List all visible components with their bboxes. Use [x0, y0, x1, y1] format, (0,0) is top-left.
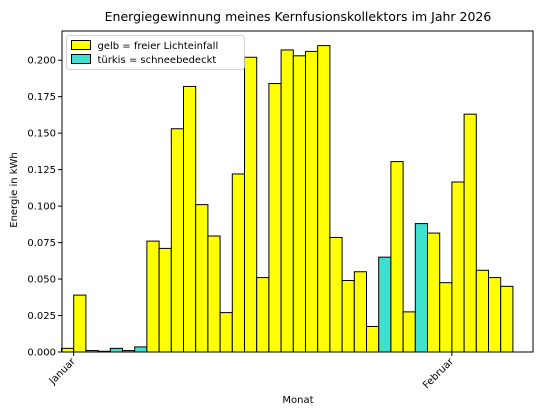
y-axis-label: Energie in kWh	[9, 152, 20, 228]
bar-sunny	[329, 236, 343, 353]
y-tick-label: 0.050	[27, 275, 56, 286]
bar-sunny	[183, 85, 197, 353]
bar-sunny	[353, 271, 367, 353]
x-tick-label: Februar	[421, 356, 457, 392]
y-tick-label: 0.075	[27, 238, 56, 249]
legend: gelb = freier Lichteinfall türkis = schne…	[66, 35, 245, 70]
y-tick-label: 0.025	[27, 311, 56, 322]
bar-sunny	[500, 285, 514, 353]
legend-swatch	[71, 54, 91, 64]
chart-title: Energiegewinnung meines Kernfusionskolle…	[105, 9, 492, 24]
bar-sunny	[475, 269, 489, 353]
legend-label: türkis = schneebedeckt	[98, 55, 217, 66]
y-tick-label: 0.150	[27, 129, 56, 140]
bar-snow	[378, 256, 392, 353]
bar-sunny	[305, 50, 319, 353]
bar-sunny	[268, 83, 282, 353]
y-tick-label: 0.125	[27, 165, 56, 176]
bar-sunny	[61, 347, 75, 353]
bar-sunny	[256, 277, 270, 353]
plot-frame	[61, 30, 534, 353]
legend-swatch	[71, 40, 91, 50]
bar-sunny	[219, 312, 233, 353]
y-tick-label: 0.000	[27, 348, 56, 359]
y-tick-label: 0.100	[27, 202, 56, 213]
bar-sunny	[195, 204, 209, 353]
bar-sunny	[146, 240, 160, 353]
bar-sunny	[341, 280, 355, 353]
bar-sunny	[292, 55, 306, 353]
bar-sunny	[439, 282, 453, 353]
bar-sunny	[451, 181, 465, 353]
bar-sunny	[366, 325, 380, 353]
bar-sunny	[427, 232, 441, 353]
bar-snow	[134, 346, 148, 353]
bar-sunny	[280, 49, 294, 353]
x-tick-label: Januar	[47, 356, 79, 388]
bar-sunny	[463, 113, 477, 353]
bar-sunny	[73, 294, 87, 353]
plot-area: 0.000 0.025 0.050 0.075 0.100 0.125 0.150 0.175…	[27, 30, 534, 392]
y-tick-label: 0.200	[27, 56, 56, 67]
y-tick-label: 0.175	[27, 92, 56, 103]
bar-sunny	[244, 56, 258, 353]
legend-box	[66, 35, 245, 70]
bar-sunny	[390, 161, 404, 353]
legend-label: gelb = freier Lichteinfall	[98, 41, 219, 52]
bar-sunny	[170, 128, 185, 353]
bar-sunny	[207, 235, 221, 353]
bar-sunny	[402, 311, 416, 353]
bar-snow	[109, 347, 124, 353]
bar-sunny	[231, 173, 246, 353]
bar-sunny	[488, 277, 502, 353]
bar-sunny	[317, 45, 331, 353]
bar-snow	[414, 223, 428, 353]
bar-sunny	[158, 247, 172, 353]
x-axis-label: Monat	[282, 395, 313, 406]
